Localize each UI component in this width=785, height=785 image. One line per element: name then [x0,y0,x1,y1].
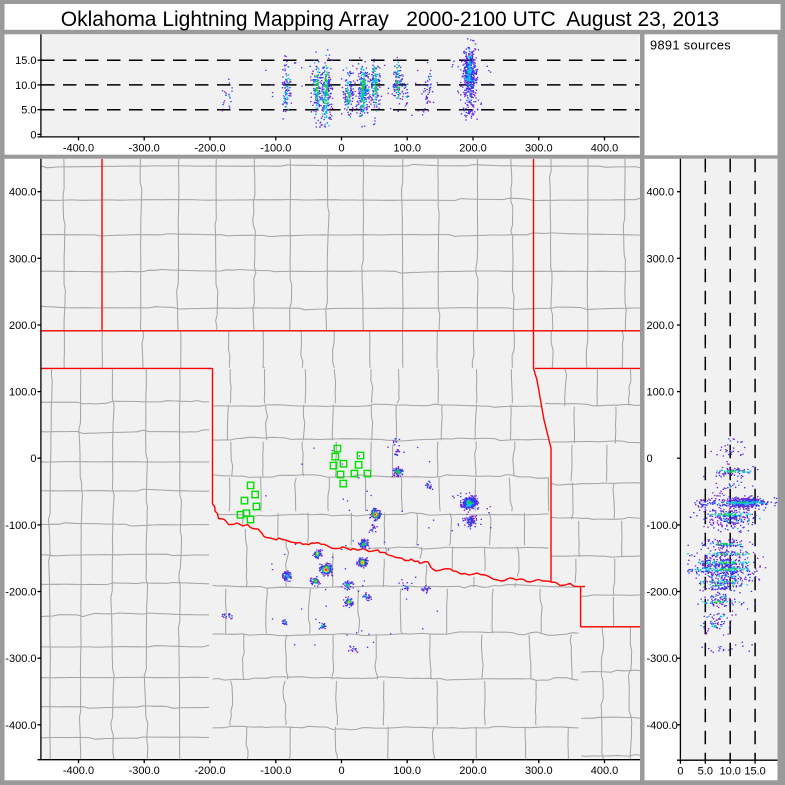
svg-text:300.0: 300.0 [525,142,553,154]
svg-text:0: 0 [338,765,344,777]
svg-text:100.0: 100.0 [393,142,421,154]
svg-text:5.0: 5.0 [21,105,36,117]
svg-text:400.0: 400.0 [591,765,619,777]
svg-text:300.0: 300.0 [525,765,553,777]
svg-text:9891 sources: 9891 sources [650,38,731,53]
svg-text:400.0: 400.0 [647,187,675,199]
svg-text:200.0: 200.0 [459,142,487,154]
svg-text:-400.0: -400.0 [647,720,678,732]
svg-text:-100.0: -100.0 [260,765,291,777]
svg-text:0: 0 [338,142,344,154]
svg-text:400.0: 400.0 [591,142,619,154]
svg-text:-400.0: -400.0 [5,720,36,732]
svg-text:15.0: 15.0 [744,765,765,777]
svg-text:-300.0: -300.0 [5,653,36,665]
svg-text:-400.0: -400.0 [63,765,94,777]
svg-text:-100.0: -100.0 [647,520,678,532]
svg-text:0: 0 [647,453,653,465]
svg-text:-200.0: -200.0 [194,142,225,154]
svg-text:-400.0: -400.0 [63,142,94,154]
svg-text:300.0: 300.0 [9,253,37,265]
svg-text:Oklahoma Lightning Mapping Arr: Oklahoma Lightning Mapping Array 2000-21… [61,8,719,31]
svg-text:-300.0: -300.0 [129,765,160,777]
svg-text:200.0: 200.0 [459,765,487,777]
svg-text:-200.0: -200.0 [194,765,225,777]
svg-text:5.0: 5.0 [698,765,713,777]
svg-text:0: 0 [30,129,36,141]
svg-text:-100.0: -100.0 [5,520,36,532]
svg-text:-100.0: -100.0 [260,142,291,154]
svg-text:10.0: 10.0 [719,765,740,777]
svg-text:300.0: 300.0 [647,253,675,265]
svg-text:100.0: 100.0 [9,387,37,399]
svg-text:10.0: 10.0 [15,80,36,92]
svg-text:100.0: 100.0 [393,765,421,777]
svg-text:0: 0 [677,765,683,777]
svg-text:-300.0: -300.0 [129,142,160,154]
svg-text:15.0: 15.0 [15,55,36,67]
svg-text:400.0: 400.0 [9,187,37,199]
svg-text:0: 0 [30,453,36,465]
svg-text:200.0: 200.0 [9,320,37,332]
svg-text:100.0: 100.0 [647,387,675,399]
svg-text:-200.0: -200.0 [5,587,36,599]
svg-text:200.0: 200.0 [647,320,675,332]
svg-text:-300.0: -300.0 [647,653,678,665]
svg-text:-200.0: -200.0 [647,587,678,599]
